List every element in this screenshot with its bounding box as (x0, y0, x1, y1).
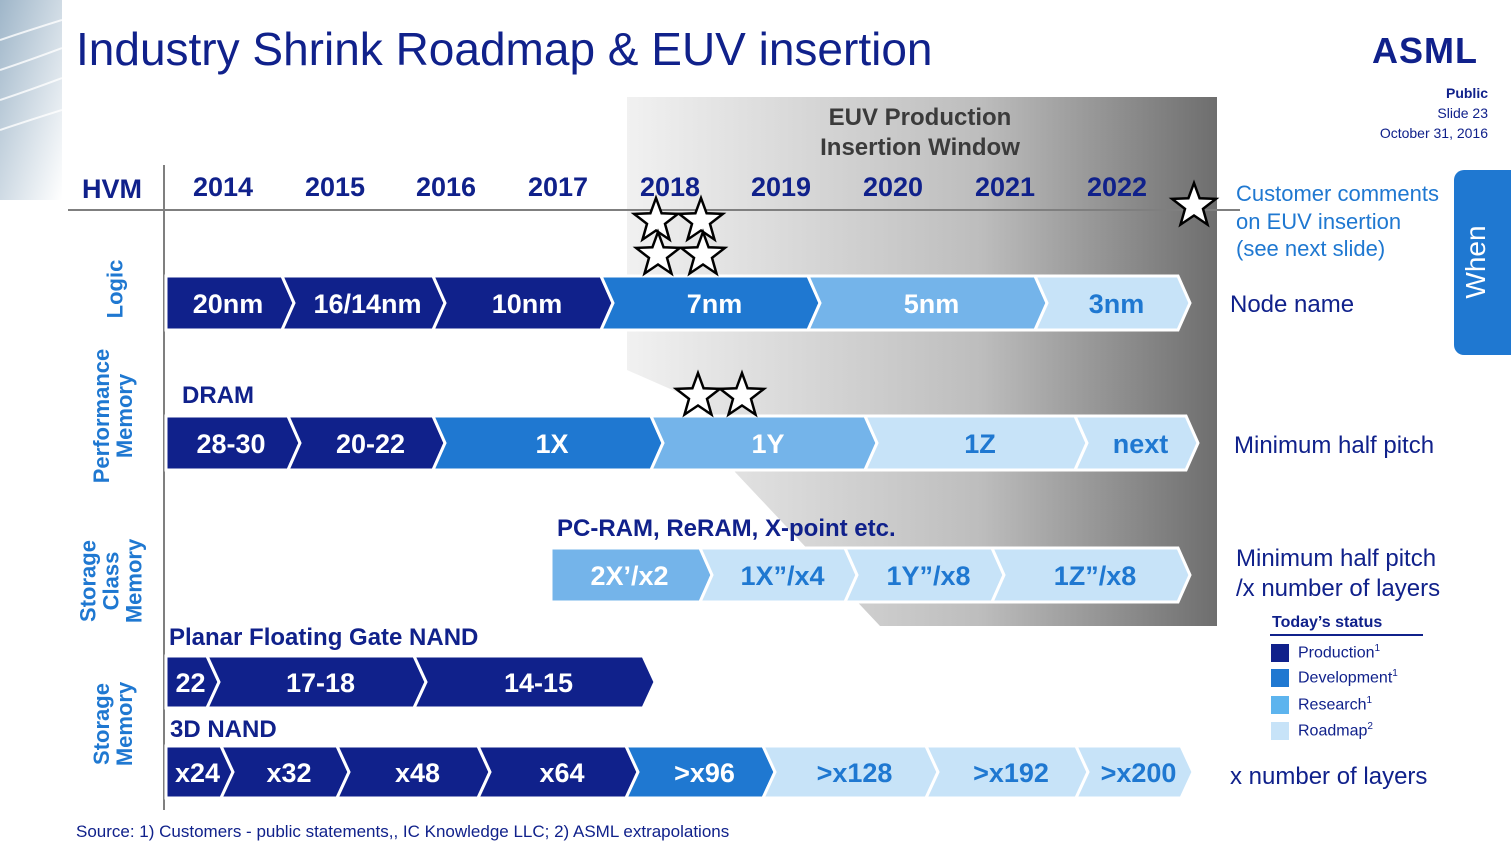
chevron-label-nand-3d-3: x64 (539, 758, 584, 788)
chevron-label-planar-nand-1: 17-18 (286, 668, 355, 698)
chevron-label-planar-nand-0: 22 (175, 668, 205, 698)
legend-production-swatch (1271, 644, 1289, 663)
chevron-label-dram-5: next (1113, 429, 1169, 459)
year-2018: 2018 (639, 172, 701, 202)
chevron-label-nand-3d-2: x48 (395, 758, 440, 788)
classification-label: Public (1445, 85, 1488, 101)
customer-comments: Customer comments on EUV insertion (see … (1236, 181, 1439, 261)
chevron-label-nand-3d-7: >x200 (1101, 758, 1177, 788)
metric-dram: Minimum half pitch (1234, 432, 1435, 459)
source-note: Source: 1) Customers - public statements… (76, 822, 730, 841)
legend-research-swatch (1271, 696, 1289, 715)
year-2019: 2019 (750, 172, 812, 202)
star-logic-2 (675, 194, 727, 243)
page-title: Industry Shrink Roadmap & EUV insertion (76, 23, 933, 75)
chevron-label-logic-2: 10nm (492, 289, 563, 319)
year-2021: 2021 (974, 172, 1036, 202)
chevron-label-scm-2: 1Y”/x8 (886, 561, 970, 591)
slide-date: October 31, 2016 (1379, 125, 1488, 141)
chevron-label-dram-3: 1Y (751, 429, 784, 459)
chevron-label-nand-3d-6: >x192 (973, 758, 1049, 788)
legend-research: Research1 (1271, 695, 1372, 715)
hvm-label: HVM (82, 174, 142, 204)
euv-window-title-line1: EUV Production (828, 104, 1012, 131)
roadmap-row-dram: 28-30 20-22 1X 1Y 1Z next (164, 414, 1200, 472)
chevron-label-nand-3d-5: >x128 (817, 758, 893, 788)
legend-development-swatch (1271, 669, 1289, 688)
legend-production: Production1 (1271, 643, 1380, 663)
chevron-label-logic-4: 5nm (904, 289, 960, 319)
roadmap-row-scm: 2X’/x2 1X”/x4 1Y”/x8 1Z”/x8 (549, 546, 1192, 604)
legend-development: Development1 (1271, 668, 1398, 688)
chevron-label-logic-3: 7nm (687, 289, 743, 319)
chevron-label-scm-1: 1X”/x4 (740, 561, 824, 591)
chevron-label-logic-1: 16/14nm (313, 289, 421, 319)
chevron-label-nand-3d-0: x24 (175, 758, 220, 788)
chevron-label-scm-0: 2X’/x2 (590, 561, 668, 591)
corner-decoration (0, 0, 62, 200)
status-legend-title: Today’s status (1272, 614, 1383, 631)
chevron-label-nand-3d-1: x32 (266, 758, 311, 788)
star-dram-1 (672, 369, 724, 418)
star-legend-icon (1168, 179, 1220, 228)
chevron-planar-nand-2 (411, 654, 657, 710)
star-dram-2 (716, 369, 768, 418)
year-2016: 2016 (415, 172, 477, 202)
nand-3d-label: 3D NAND (170, 716, 277, 743)
roadmap-row-planar-nand: 22 17-18 14-15 (164, 654, 657, 710)
chevron-label-scm-3: 1Z”/x8 (1054, 561, 1137, 591)
star-logic-1 (630, 194, 682, 243)
roadmap-row-nand-3d: x24 x32 x48 x64 >x96 >x128 >x192 >x200 (164, 744, 1195, 800)
chevron-dram-5 (1072, 414, 1200, 472)
asml-logo: ASML (1372, 30, 1478, 71)
planar-nand-label: Planar Floating Gate NAND (169, 624, 479, 651)
chevron-logic-5 (1032, 274, 1192, 332)
star-logic-3 (632, 228, 684, 277)
legend-roadmap: Roadmap2 (1271, 721, 1373, 741)
year-2014: 2014 (192, 172, 254, 202)
status-legend-underline (1270, 634, 1423, 636)
year-2015: 2015 (304, 172, 366, 202)
star-logic-4 (677, 228, 729, 277)
slide-number: Slide 23 (1437, 105, 1488, 121)
scm-technologies-label: PC-RAM, ReRAM, X-point etc. (557, 515, 896, 542)
year-2020: 2020 (862, 172, 924, 202)
chevron-scm-3 (989, 546, 1192, 604)
dram-label: DRAM (182, 382, 254, 409)
year-2022: 2022 (1086, 172, 1148, 202)
metric-scm-line1: Minimum half pitch (1236, 545, 1437, 572)
legend-roadmap-swatch (1271, 722, 1289, 741)
chevron-label-dram-1: 20-22 (336, 429, 405, 459)
when-tab-label: When (1460, 225, 1491, 299)
euv-window-title-line2: Insertion Window (820, 134, 1020, 161)
year-2017: 2017 (527, 172, 589, 202)
chevron-label-logic-5: 3nm (1089, 289, 1145, 319)
chevron-label-logic-0: 20nm (193, 289, 264, 319)
roadmap-row-logic: 20nm 16/14nm 10nm 7nm 5nm 3nm (164, 274, 1192, 332)
chevron-label-nand-3d-4: >x96 (674, 758, 735, 788)
chevron-nand-3d-7 (1073, 744, 1195, 800)
metric-logic: Node name (1230, 291, 1355, 318)
chevron-label-dram-2: 1X (535, 429, 568, 459)
chevron-label-planar-nand-2: 14-15 (504, 668, 573, 698)
chevron-label-dram-4: 1Z (964, 429, 996, 459)
when-tab[interactable] (1454, 170, 1511, 355)
metric-scm-line2: /x number of layers (1236, 575, 1441, 602)
chevron-label-dram-0: 28-30 (196, 429, 265, 459)
metric-nand: x number of layers (1230, 763, 1428, 790)
